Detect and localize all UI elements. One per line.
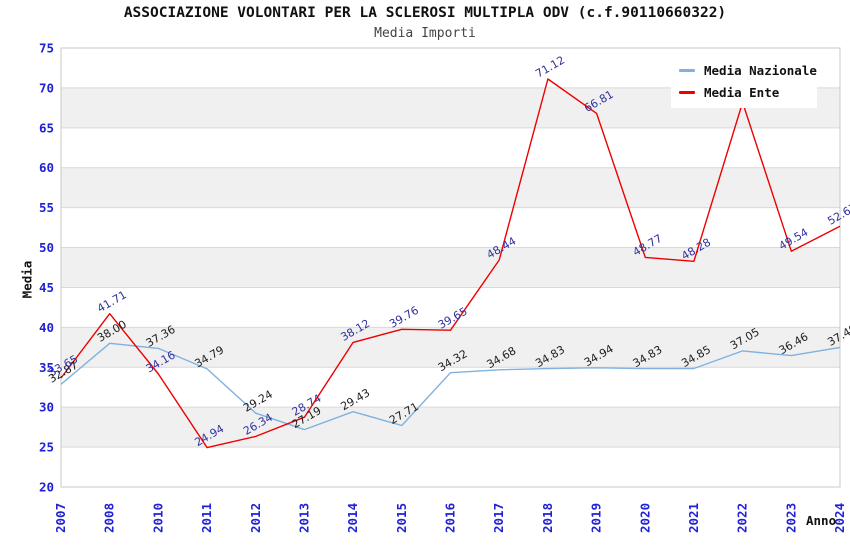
- series-line-0: [60, 342, 841, 431]
- svg-text:65: 65: [39, 120, 54, 135]
- plot-bands: [61, 87, 840, 448]
- svg-text:2007: 2007: [53, 503, 68, 533]
- svg-text:35: 35: [39, 360, 54, 375]
- x-axis-title: Anno: [806, 513, 837, 528]
- legend-label: Media Nazionale: [704, 63, 817, 78]
- y-tick-labels: 20 25 30 35 40 45 50 55 60 65 70 75: [39, 41, 54, 495]
- svg-text:2024: 2024: [832, 503, 847, 533]
- svg-text:2023: 2023: [783, 503, 798, 533]
- svg-text:41.71: 41.71: [95, 288, 129, 315]
- svg-text:60: 60: [39, 160, 54, 175]
- svg-text:55: 55: [39, 200, 54, 215]
- series-line-1: [60, 78, 841, 449]
- plot-border: [60, 47, 841, 488]
- svg-text:2022: 2022: [735, 503, 750, 533]
- legend: Media Nazionale Media Ente: [671, 56, 817, 108]
- svg-text:40: 40: [39, 320, 54, 335]
- chart-title: ASSOCIAZIONE VOLONTARI PER LA SCLEROSI M…: [123, 5, 727, 21]
- legend-label: Media Ente: [704, 85, 780, 100]
- svg-text:2014: 2014: [345, 503, 360, 533]
- svg-text:2011: 2011: [199, 503, 214, 533]
- svg-text:2012: 2012: [248, 503, 263, 533]
- svg-text:75: 75: [39, 41, 54, 56]
- svg-text:70: 70: [39, 80, 54, 95]
- svg-text:2016: 2016: [443, 503, 458, 533]
- svg-text:2018: 2018: [540, 503, 555, 533]
- svg-text:71.12: 71.12: [533, 53, 567, 80]
- legend-line-icon: [679, 91, 695, 94]
- chart-subtitle: Media Importi: [374, 26, 476, 41]
- svg-text:2010: 2010: [150, 503, 165, 533]
- svg-text:39.76: 39.76: [387, 304, 421, 331]
- svg-text:2020: 2020: [637, 503, 652, 533]
- svg-text:2015: 2015: [394, 503, 409, 533]
- svg-text:2013: 2013: [296, 503, 311, 533]
- svg-text:2019: 2019: [589, 503, 604, 533]
- svg-text:25: 25: [39, 440, 54, 455]
- x-tick-labels: 2007 2008 2010 2011 2012 2013 2014 2015 2016 2017…: [53, 503, 847, 533]
- legend-line-icon: [679, 69, 695, 72]
- svg-text:37.49: 37.49: [825, 322, 850, 349]
- svg-text:2021: 2021: [686, 503, 701, 533]
- svg-text:20: 20: [39, 480, 54, 495]
- svg-text:50: 50: [39, 240, 54, 255]
- svg-text:2017: 2017: [491, 503, 506, 533]
- svg-text:2008: 2008: [102, 503, 117, 533]
- y-axis-title: Media: [19, 260, 35, 299]
- svg-text:45: 45: [39, 280, 54, 295]
- legend-item-media-ente: Media Ente: [679, 85, 809, 100]
- svg-text:30: 30: [39, 400, 54, 415]
- legend-item-media-nazionale: Media Nazionale: [679, 63, 817, 78]
